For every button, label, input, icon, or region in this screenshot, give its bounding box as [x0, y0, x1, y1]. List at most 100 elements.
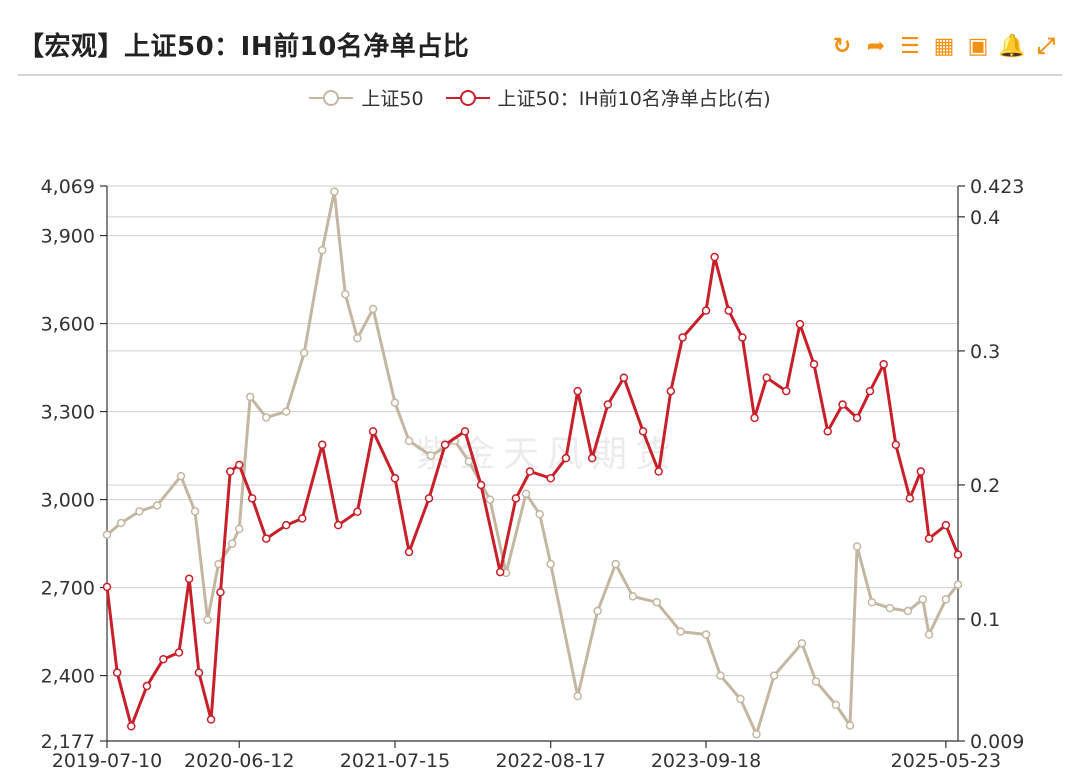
series-0-point-26 [521, 489, 531, 498]
series-0-point-13 [299, 348, 309, 358]
series-0-point-37 [736, 694, 745, 704]
series-1-point-29 [546, 473, 555, 483]
series-0-point-33 [652, 598, 661, 607]
series-1-point-39 [701, 306, 711, 315]
series-0-point-38 [752, 730, 761, 739]
series-0-point-11 [261, 413, 271, 422]
y-left-tick-label-4: 3,000 [41, 490, 95, 512]
series-0-point-10 [245, 392, 255, 402]
series-line-1 [105, 255, 960, 728]
list-icon[interactable]: ☰ [900, 33, 920, 59]
refresh-icon[interactable]: ↻ [832, 33, 852, 59]
series-line-0 [106, 190, 960, 736]
series-1-point-51 [865, 386, 875, 396]
series-0-point-23 [464, 457, 474, 466]
series-1-point-35 [638, 427, 648, 436]
series-1-point-13 [261, 534, 271, 543]
series-0-point-18 [368, 304, 378, 314]
legend-item-ih-net[interactable]: 上证50：IH前10名净单占比(右) [445, 84, 771, 111]
series-0-point-48 [918, 595, 928, 604]
series-1-point-54 [905, 494, 915, 503]
series-1-point-21 [404, 547, 414, 557]
series-1-point-15 [297, 514, 307, 523]
series-1-point-23 [440, 440, 450, 449]
legend-label-sse50: 上证50 [361, 88, 424, 110]
series-1-point-30 [561, 453, 571, 463]
series-0-point-35 [701, 630, 711, 639]
series-0-point-31 [611, 559, 620, 569]
series-1-point-28 [525, 467, 535, 476]
y-right-tick-label-4: 0.1 [970, 609, 1000, 631]
series-0-point-44 [852, 542, 862, 551]
series-0-point-46 [885, 603, 895, 613]
series-1-point-45 [781, 386, 791, 396]
legend-item-sse50[interactable]: 上证50 [309, 84, 424, 111]
x-tick-label-1: 2020-06-12 [184, 750, 294, 772]
series-0-point-51 [953, 580, 963, 589]
series-0-point-6 [203, 615, 212, 625]
series-0-point-27 [535, 509, 544, 519]
bell-icon[interactable]: 🔔 [998, 33, 1026, 59]
y-right-tick-label-2: 0.3 [970, 341, 1000, 363]
series-0-point-50 [941, 595, 951, 604]
series-1-point-33 [603, 400, 613, 409]
image-icon[interactable]: ▣ [967, 33, 989, 59]
series-1-point-1 [112, 668, 122, 677]
series-1-point-31 [573, 386, 582, 396]
series-1-point-5 [174, 648, 184, 657]
series-0-point-29 [573, 691, 582, 701]
series-0-point-41 [811, 677, 821, 686]
legend-marker-ih-net [445, 89, 490, 106]
series-1-point-42 [738, 333, 747, 342]
x-tick-label-4: 2023-09-18 [651, 750, 761, 772]
series-1-point-9 [216, 587, 225, 597]
header-divider [18, 74, 1062, 76]
series-1-point-14 [281, 520, 291, 530]
series-1-point-32 [587, 453, 597, 463]
page-title: 【宏观】上证50：IH前10名净单占比 [18, 32, 470, 62]
series-1-point-7 [194, 668, 204, 677]
series-0-point-43 [845, 721, 855, 730]
legend-marker-sse50 [309, 89, 354, 106]
table-icon[interactable]: ▦ [933, 33, 955, 59]
series-0-point-47 [903, 606, 913, 616]
series-1-point-52 [879, 360, 888, 369]
series-1-point-20 [390, 473, 400, 483]
y-right-tick-label-3: 0.2 [970, 475, 1000, 497]
series-0-point-24 [485, 495, 495, 504]
series-1-point-49 [838, 400, 847, 409]
series-0-point-2 [135, 507, 144, 516]
series-1-point-40 [710, 252, 719, 262]
series-0-point-9 [234, 524, 244, 534]
series-1-point-24 [460, 427, 470, 436]
series-0-point-5 [190, 507, 200, 516]
series-0-point-42 [831, 700, 841, 710]
expand-icon[interactable]: ⤢ [1037, 33, 1055, 59]
y-left-tick-label-2: 3,600 [41, 314, 95, 336]
series-1-point-47 [809, 360, 819, 369]
series-1-point-4 [159, 654, 168, 664]
series-0-point-12 [281, 407, 291, 416]
series-0-point-36 [716, 671, 725, 680]
chart-legend: 上证50 上证50：IH前10名净单占比(右) [0, 84, 1080, 111]
series-1-point-2 [127, 722, 136, 731]
series-1-point-41 [724, 306, 733, 315]
series-0-point-20 [404, 436, 414, 446]
series-1-point-43 [750, 413, 759, 423]
series-1-point-38 [678, 333, 687, 342]
y-left-tick-label-1: 3,900 [41, 226, 95, 248]
series-0-point-30 [593, 606, 602, 616]
chart-toolbar: ↻ ➦ ☰ ▦ ▣ 🔔 ⤢ [828, 32, 1060, 60]
series-1-point-25 [476, 480, 486, 490]
series-1-point-12 [247, 494, 257, 503]
x-tick-label-5: 2025-05-23 [891, 750, 1001, 772]
series-1-point-8 [206, 715, 216, 724]
series-0-point-14 [317, 245, 327, 255]
series-1-point-57 [941, 520, 951, 530]
series-0-point-1 [116, 518, 126, 528]
share-icon[interactable]: ➦ [866, 33, 886, 59]
series-0-point-21 [426, 451, 436, 460]
series-0-point-19 [390, 398, 400, 408]
series-1-point-26 [495, 567, 505, 577]
